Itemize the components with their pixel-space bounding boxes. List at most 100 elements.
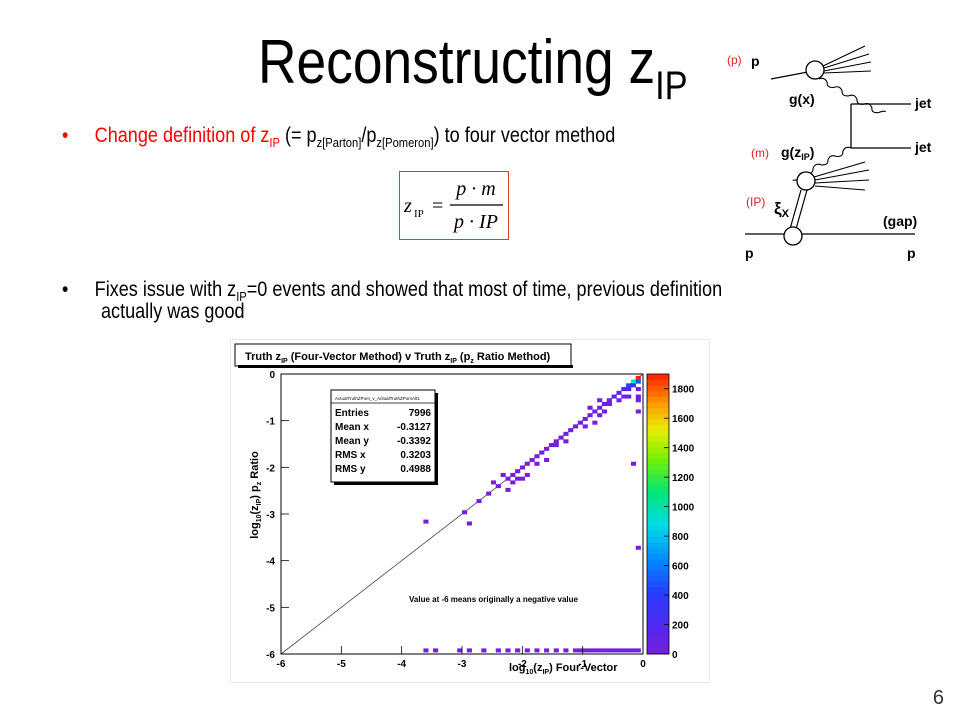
palette-band xyxy=(647,446,669,453)
palette-band xyxy=(647,626,669,633)
stats-value: 0.4988 xyxy=(400,464,431,475)
bullet-text: Fixes issue with z xyxy=(94,278,237,301)
palette-band xyxy=(647,480,669,487)
stats-label: Mean y xyxy=(335,436,369,447)
stats-value: 0.3203 xyxy=(400,450,431,461)
heatmap-cell xyxy=(486,491,492,496)
palette-band xyxy=(647,508,669,515)
stats-value: 7996 xyxy=(409,408,432,419)
stats-value: -0.3392 xyxy=(397,436,431,447)
stats-box xyxy=(330,389,436,483)
formula-lhs: z xyxy=(403,195,412,217)
palette-band xyxy=(647,648,669,655)
heatmap-cell xyxy=(563,431,569,436)
palette-band xyxy=(647,564,669,571)
palette-tick-label: 1600 xyxy=(672,414,695,425)
heatmap-cell xyxy=(495,484,501,489)
palette-band xyxy=(647,575,669,582)
palette-band xyxy=(647,497,669,504)
bullet-text: /p xyxy=(361,124,377,147)
palette-band xyxy=(647,553,669,560)
heatmap-cells xyxy=(423,375,641,653)
heatmap-cell xyxy=(524,648,530,653)
y-axis-label: log10(zIP) pz Ratio xyxy=(249,451,263,539)
heatmap-cell xyxy=(544,458,550,463)
palette-tick-label: 1800 xyxy=(672,385,695,396)
heatmap-cell xyxy=(433,648,439,653)
pomeron-line xyxy=(789,189,802,230)
bullet-fixes-issue: • Fixes issue with zIP=0 events and showe… xyxy=(62,279,722,308)
stats-label: Entries xyxy=(335,408,369,419)
bullet-subscript: IP xyxy=(236,289,247,304)
heatmap-cell xyxy=(606,398,612,403)
palette-band xyxy=(647,390,669,397)
bullet-text: =0 events and showed that most of time, … xyxy=(246,278,723,301)
diagram-label-gzip: g(zIP) xyxy=(781,144,814,162)
x-tick-label: -4 xyxy=(397,659,406,670)
bullet-definition: • Change definition of zIP (= pz[Parton]/… xyxy=(62,125,615,154)
palette-band xyxy=(647,374,669,381)
bullet-text: (= p xyxy=(279,124,317,147)
diagram-label-m-paren: (m) xyxy=(751,146,769,160)
page-number: 6 xyxy=(932,687,944,709)
bullet-text: ) to four vector method xyxy=(433,124,616,147)
palette-band xyxy=(647,609,669,616)
heatmap-cell xyxy=(616,398,622,403)
heatmap-cell xyxy=(626,383,632,388)
heatmap-cell xyxy=(553,439,559,444)
palette-band xyxy=(647,592,669,599)
heatmap-cell xyxy=(548,443,555,448)
heatmap-cell xyxy=(563,439,569,444)
heatmap-cell xyxy=(635,545,641,550)
x-tick-label: -3 xyxy=(458,659,467,670)
heatmap-cell xyxy=(587,413,593,418)
color-palette-ticks: 0 200 400 600 800 1000 1200 1400 1600 1800 xyxy=(664,385,695,661)
heatmap-cell xyxy=(626,394,632,399)
heatmap-cell xyxy=(597,398,603,403)
bullet-marker: • xyxy=(62,124,69,147)
bullet-subscript: z[Parton] xyxy=(316,135,362,150)
formula-numerator: p · m xyxy=(454,178,495,200)
palette-band xyxy=(647,620,669,627)
formula-svg: z IP = p · m p · IP xyxy=(403,178,503,233)
palette-band xyxy=(647,558,669,565)
diagram-label-p-paren: (p) xyxy=(727,53,742,67)
palette-band xyxy=(647,458,669,465)
palette-band xyxy=(647,396,669,403)
palette-band xyxy=(647,379,669,386)
heatmap-cell xyxy=(466,521,472,526)
heatmap-cell xyxy=(563,648,569,653)
histogram-svg: Truth zIP (Four-Vector Method) v Truth z… xyxy=(234,343,695,676)
heatmap-cell xyxy=(481,648,487,653)
slide-title-subscript: IP xyxy=(655,64,688,108)
plot-annotation: Value at -6 means originally a negative … xyxy=(409,595,579,604)
heatmap-cell xyxy=(635,409,641,414)
color-palette xyxy=(646,373,670,655)
y-tick-label: -2 xyxy=(266,463,275,474)
heatmap-cell xyxy=(500,472,506,477)
heatmap-cell xyxy=(515,476,521,481)
remnant-line xyxy=(823,61,872,72)
heatmap-cell xyxy=(601,402,608,407)
palette-band xyxy=(647,435,669,442)
heatmap-cell xyxy=(505,476,511,481)
heatmap-cell xyxy=(510,480,516,485)
top-vertex-blob xyxy=(805,60,825,80)
palette-tick-label: 400 xyxy=(672,591,689,602)
heatmap-cell xyxy=(621,387,627,392)
heatmap-cell xyxy=(519,476,526,481)
x-tick-label: -1 xyxy=(578,659,587,670)
y-tick-label: -3 xyxy=(266,510,275,521)
heatmap-cell xyxy=(529,458,535,463)
heatmap-cell xyxy=(635,394,641,399)
heatmap-cell xyxy=(597,413,603,418)
heatmap-cell xyxy=(635,398,641,403)
palette-band xyxy=(647,581,669,588)
stats-label: Mean x xyxy=(335,422,369,433)
formula-denominator: p · IP xyxy=(452,211,498,233)
palette-band xyxy=(647,586,669,593)
heatmap-cell xyxy=(505,487,511,492)
heatmap-cell xyxy=(616,390,622,395)
heatmap-cell xyxy=(524,461,530,466)
heatmap-cell xyxy=(553,648,559,653)
